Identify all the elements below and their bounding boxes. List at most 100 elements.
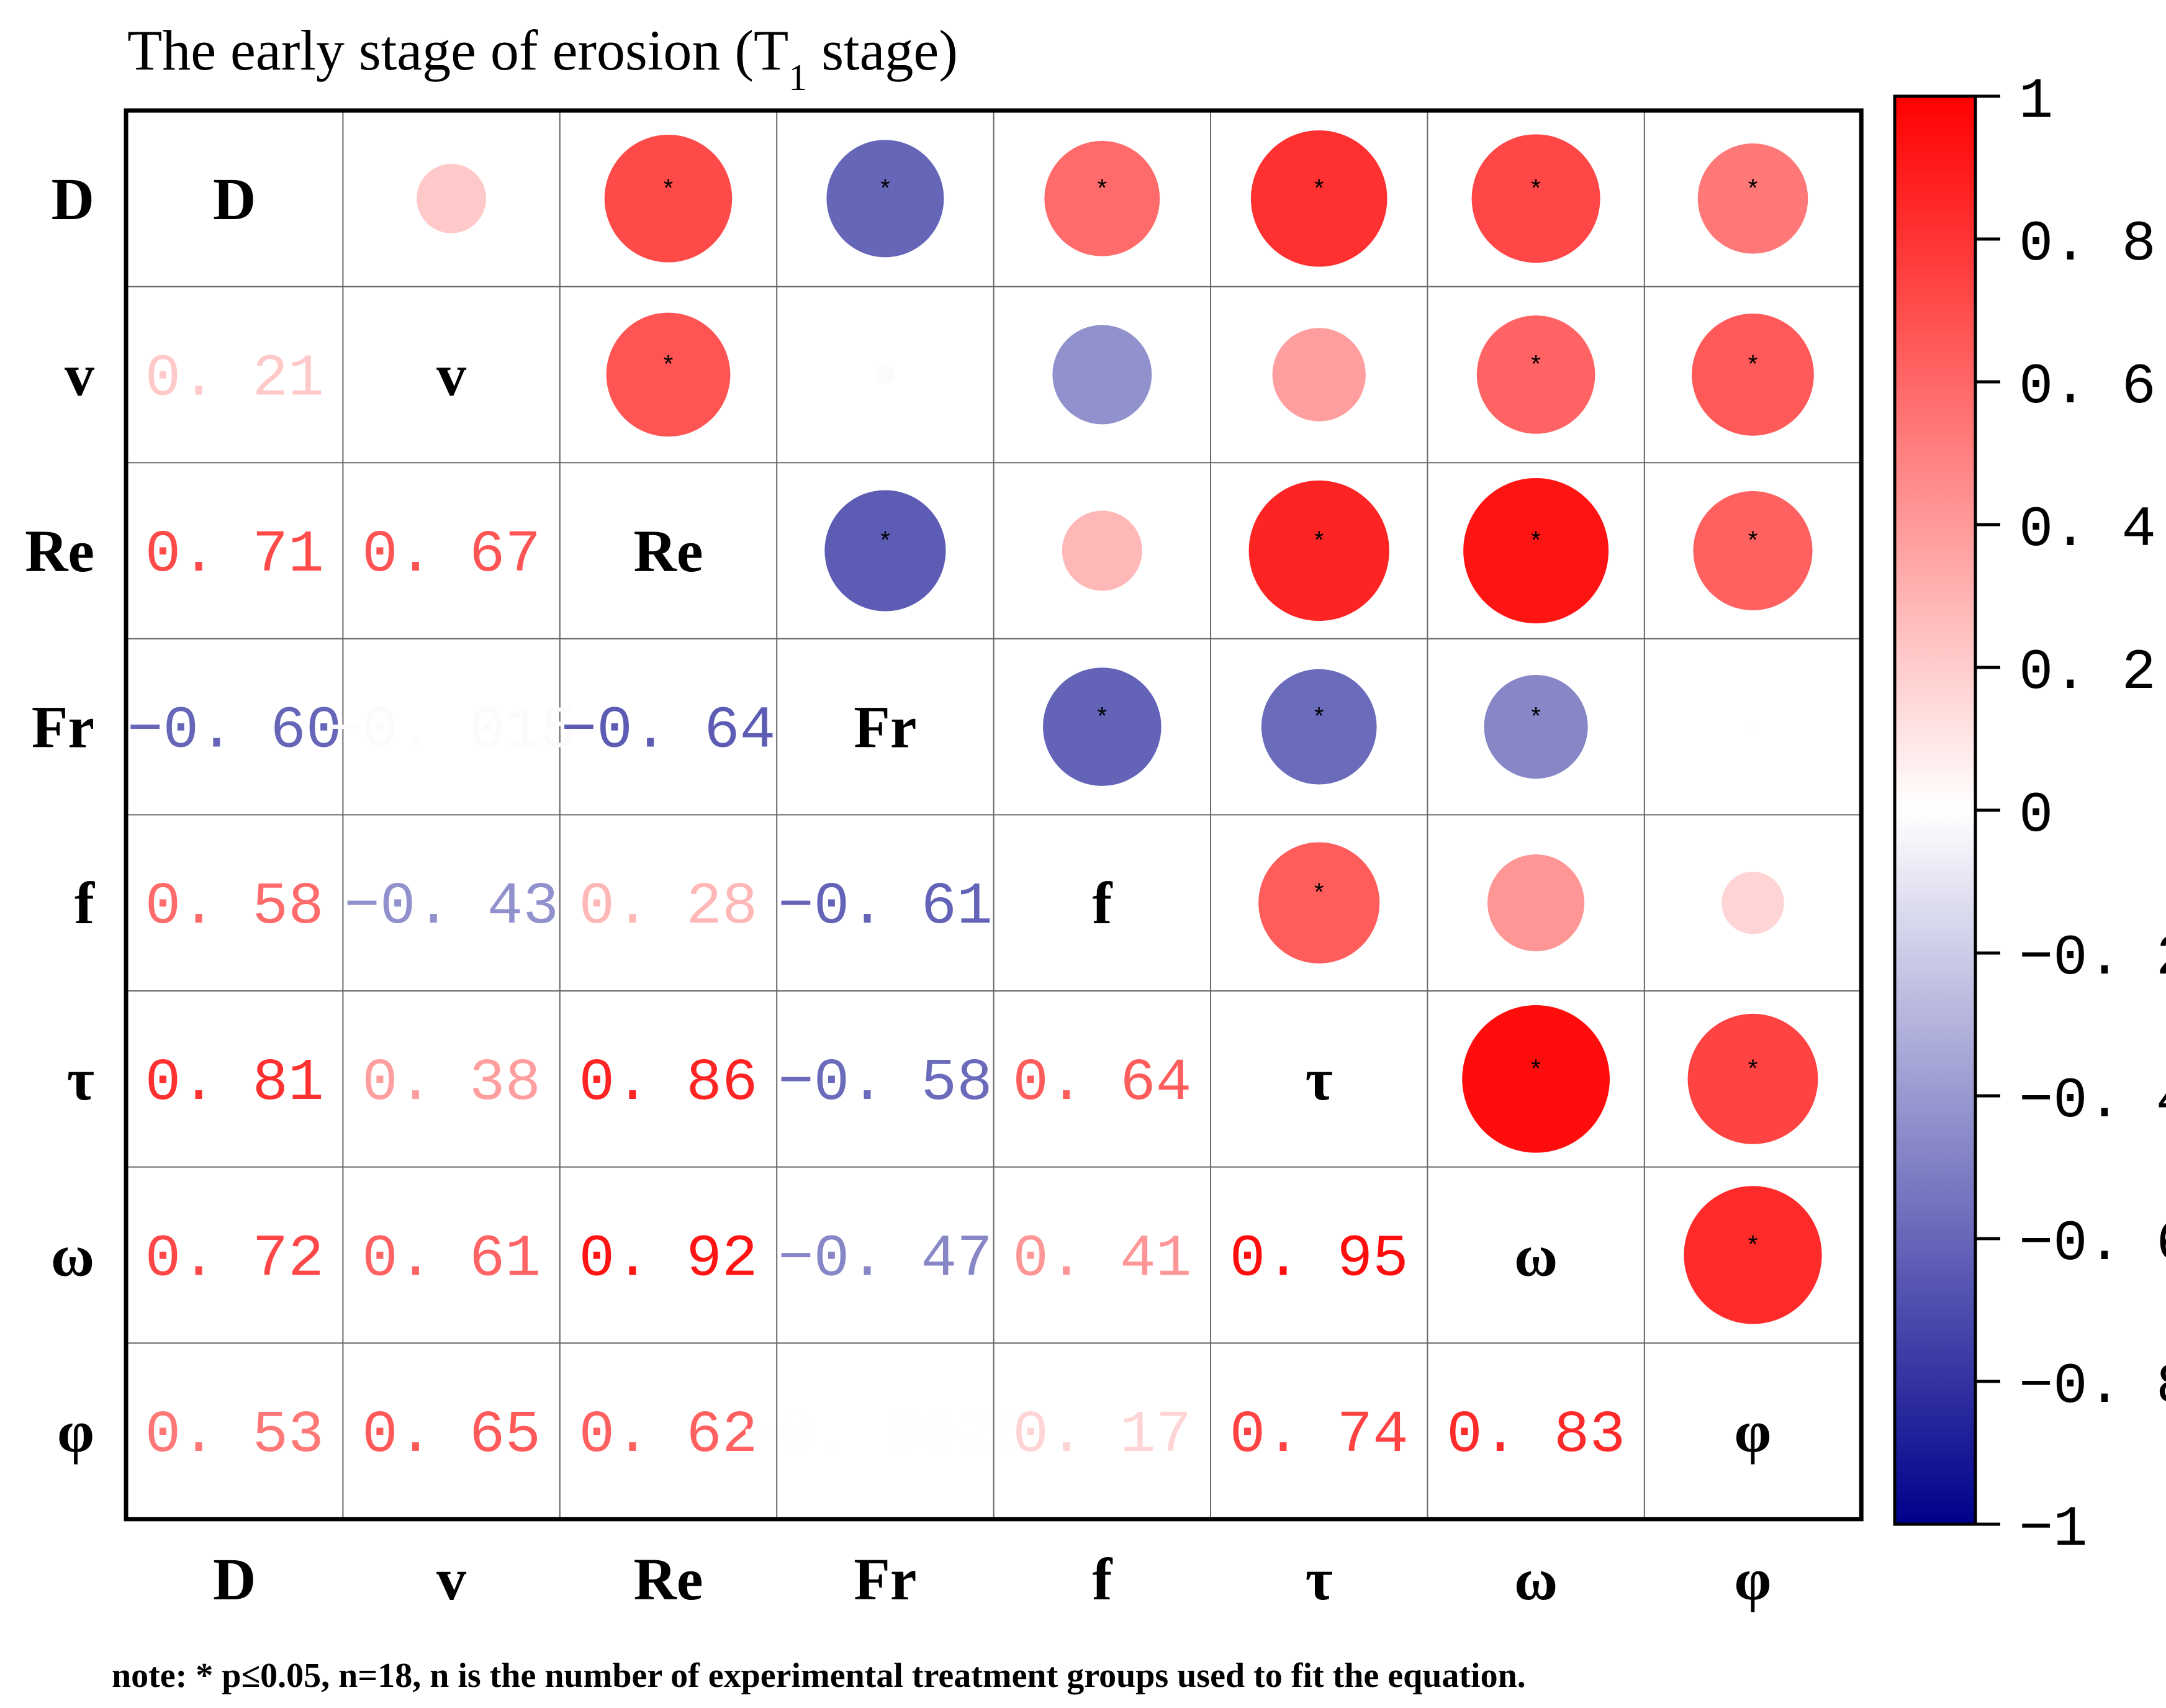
diagonal-label: φ [1735,1398,1772,1465]
row-label: φ [57,1398,94,1465]
column-label: D [213,1546,256,1612]
correlation-circle [1487,854,1585,952]
correlation-value: −0. 0026 [742,1401,1028,1469]
correlation-value: 0. 72 [145,1225,324,1293]
colorbar-tick-label: −0. 2 [2019,926,2166,991]
correlation-circle [1471,134,1600,263]
colorbar-tick-label: 0 [2019,783,2053,848]
correlation-value: 0. 64 [1013,1049,1191,1117]
diagonal-label: τ [1306,1046,1333,1113]
correlation-circle [1272,328,1366,422]
correlation-value: 0. 38 [362,1049,541,1117]
significance-marker: * [1748,526,1758,554]
significance-marker: * [1531,526,1541,554]
correlation-circle [1693,490,1813,611]
colorbar-tick-label: −0. 6 [2019,1211,2166,1276]
correlation-circle [1697,143,1808,254]
row-label: D [52,166,94,232]
colorbar-tick-label: 1 [2019,69,2053,134]
correlation-circle [826,140,944,258]
diagonal-label: D [213,166,256,232]
correlation-circle [1062,510,1142,591]
row-label: f [74,870,95,936]
correlation-value: −0. 015 [326,697,576,765]
matrix-grid [124,108,1864,1522]
correlation-circle [417,163,486,233]
significance-marker: * [1098,703,1108,730]
correlation-value: −0. 47 [778,1225,993,1293]
correlation-circle [1476,315,1595,434]
diagonal-label: v [436,341,466,408]
correlation-value: 0. 92 [579,1225,757,1293]
correlation-circle [1684,1186,1822,1324]
correlation-circle [1687,1013,1818,1144]
colorbar-ticks: 1 0. 8 0. 6 0. 4 0. 2 0 −0. 2 −0. 4 −0. 6 −0. 8 −1 [1975,69,2166,1562]
correlation-circle [604,135,733,263]
diagonal-label: f [1092,870,1112,936]
correlation-value: −0. 60 [127,697,342,765]
column-label: Fr [854,1546,916,1612]
correlation-circle [606,312,731,437]
correlation-value: 0. 83 [1446,1401,1625,1469]
correlation-circle [1044,140,1160,256]
significance-marker: * [1531,703,1541,730]
colorbar-tick-label: 0. 2 [2019,640,2156,705]
correlation-circle [1258,842,1380,964]
correlation-value: 0. 86 [579,1049,757,1117]
significance-marker: * [1314,879,1324,906]
colorbar-tick-label: −1 [2019,1497,2087,1562]
correlation-circle [1250,130,1388,267]
correlation-value: −0. 61 [778,873,993,941]
column-label: ω [1514,1546,1558,1612]
significance-marker: * [1314,526,1324,554]
row-label: Fr [32,694,94,761]
significance-marker: * [1531,1055,1541,1082]
significance-marker: * [1531,350,1541,377]
significance-marker: * [1098,174,1108,202]
correlation-value: 0. 17 [1013,1401,1191,1469]
diagonal-label: Re [634,518,703,584]
correlation-value: 0. 58 [145,873,324,941]
correlation-value: 0. 81 [145,1049,324,1117]
significance-marker: * [880,526,890,554]
correlation-circle [1484,674,1588,779]
column-label: f [1092,1546,1112,1612]
significance-marker: * [1531,174,1541,202]
significance-marker: * [1748,1231,1758,1258]
column-label: v [436,1546,466,1612]
correlation-circle [1248,480,1389,621]
significance-marker: * [880,174,890,202]
correlation-circle [1722,871,1784,934]
correlation-circle [875,365,895,384]
column-label: τ [1306,1546,1333,1612]
correlation-value: 0. 21 [145,345,324,412]
correlation-value: −0. 43 [344,873,559,941]
colorbar: 1 0. 8 0. 6 0. 4 0. 2 0 −0. 2 −0. 4 −0. 6 −0. 8 −1 [1893,69,2166,1562]
correlation-value: 0. 41 [1013,1225,1191,1293]
correlation-circle [1749,723,1757,731]
correlation-circle [1261,669,1377,785]
significance-marker: * [1748,1055,1758,1082]
row-label: v [65,341,94,408]
correlation-value: 0. 62 [579,1401,757,1469]
row-label: ω [51,1222,94,1288]
correlation-circle [824,490,946,612]
colorbar-tick-label: 0. 8 [2019,212,2156,277]
significance-marker: * [1314,174,1324,202]
correlation-circle [1462,1005,1610,1153]
column-label: Re [634,1546,703,1612]
chart-title: The early stage of erosion (T1 stage) [127,19,958,98]
correlation-circle [1692,314,1814,436]
significance-marker: * [664,350,674,377]
significance-marker: * [664,174,674,202]
correlation-value: 0. 28 [579,873,757,941]
diagonal-label: ω [1514,1222,1558,1288]
correlation-circle [1043,667,1162,786]
row-labels: Dv Re Fr f τ ω φ [25,166,95,1465]
row-label: Re [25,518,94,584]
correlation-value: 0. 67 [362,521,541,589]
correlation-value: 0. 61 [362,1225,541,1293]
correlation-value: −0. 58 [778,1049,993,1117]
